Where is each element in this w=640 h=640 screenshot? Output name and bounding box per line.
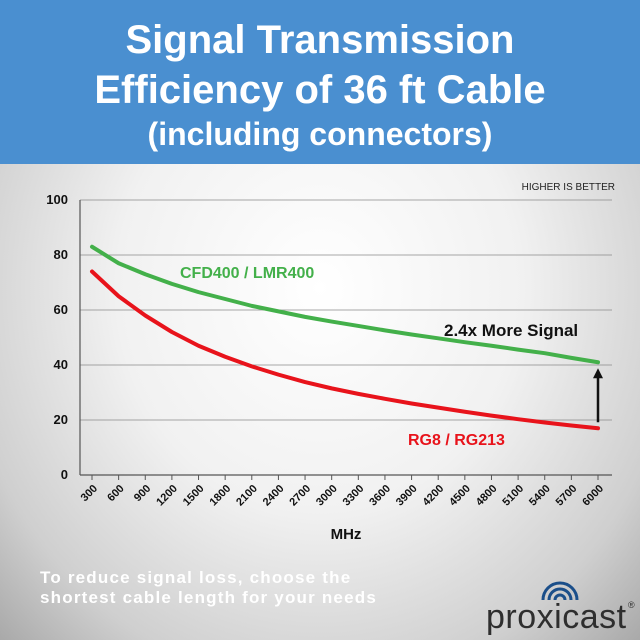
y-tick-label: 80	[54, 247, 68, 262]
title-line-1: Signal Transmission	[125, 18, 515, 62]
x-tick-labels: 300 600 900 1200 1500 1800 2100 2400 2700 3000 330…	[79, 475, 606, 508]
footer-tip: To reduce signal loss, choose the shorte…	[40, 568, 377, 608]
x-tick-label: 3000	[314, 483, 340, 509]
x-axis-label: MHz	[331, 526, 362, 543]
x-tick-label: 3600	[367, 483, 393, 509]
x-tick-label: 2700	[287, 483, 313, 509]
x-tick-label: 600	[105, 483, 126, 504]
brand-wordmark: proxicast	[486, 598, 627, 636]
title-line-3: (including connectors)	[147, 116, 493, 152]
y-tick-label: 0	[61, 467, 68, 482]
wireless-signal-icon	[541, 581, 579, 601]
x-tick-label: 4800	[474, 483, 500, 509]
series-line	[90, 269, 600, 431]
title-line-2: Efficiency of 36 ft Cable	[94, 68, 546, 112]
chart-series: CFD400 / LMR400 RG8 / RG213	[90, 244, 600, 449]
x-tick-label: 1500	[181, 483, 207, 509]
x-tick-label: 900	[132, 483, 153, 504]
series-label: RG8 / RG213	[408, 432, 505, 449]
y-tick-label: 60	[54, 302, 68, 317]
x-tick-label: 5100	[500, 483, 526, 509]
x-tick-label: 5400	[527, 483, 553, 509]
arrow-head	[593, 368, 603, 379]
title-banner: Signal Transmission Efficiency of 36 ft …	[0, 0, 640, 164]
x-tick-label: 1200	[154, 483, 180, 509]
x-tick-label: 2400	[261, 483, 287, 509]
series-line	[90, 244, 600, 365]
proxicast-logo: proxicast ®	[486, 578, 636, 638]
x-tick-label: 1800	[207, 483, 233, 509]
footer-tip-line-2: shortest cable length for your needs	[40, 588, 377, 607]
registered-mark: ®	[628, 600, 635, 610]
x-tick-label: 3300	[341, 483, 367, 509]
x-tick-label: 300	[79, 483, 100, 504]
comparison-annotation: 2.4x More Signal	[444, 321, 578, 340]
y-tick-label: 100	[46, 192, 68, 207]
series-label: CFD400 / LMR400	[180, 265, 314, 282]
x-tick-label: 5700	[554, 483, 580, 509]
improvement-arrow	[593, 368, 603, 423]
x-tick-label: 4500	[447, 483, 473, 509]
y-tick-label: 20	[54, 412, 68, 427]
x-tick-label: 4200	[421, 483, 447, 509]
y-tick-label: 40	[54, 357, 68, 372]
higher-is-better-note: HIGHER IS BETTER	[522, 182, 615, 193]
footer-tip-line-1: To reduce signal loss, choose the	[40, 568, 352, 587]
x-tick-label: 3900	[394, 483, 420, 509]
x-tick-label: 6000	[580, 483, 606, 509]
x-tick-label: 2100	[234, 483, 260, 509]
y-tick-labels: 0 20 40 60 80 100	[46, 192, 68, 482]
